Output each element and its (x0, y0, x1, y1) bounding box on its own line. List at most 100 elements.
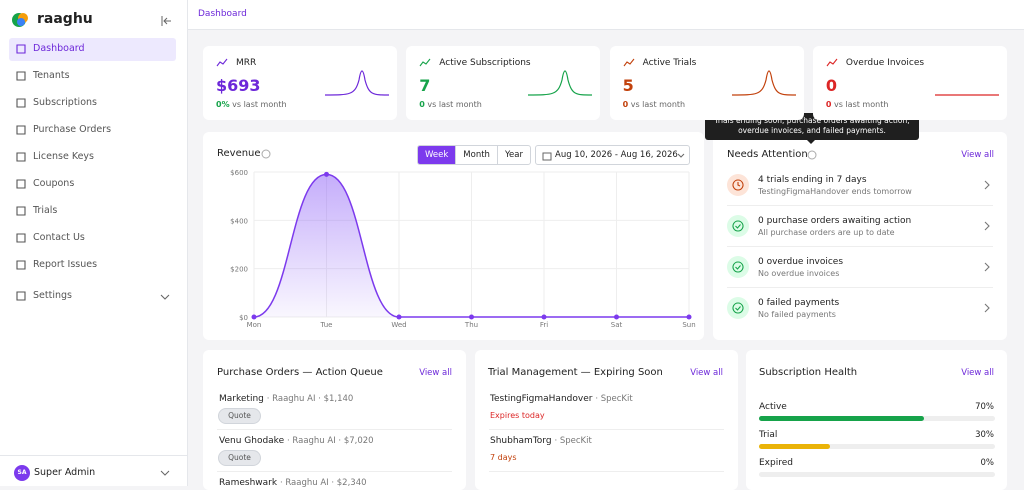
health-name: Expired (759, 458, 793, 468)
date-picker[interactable]: Aug 10, 2026 - Aug 16, 2026 (535, 145, 690, 165)
divider (217, 429, 452, 430)
icon-shape (16, 152, 26, 162)
nav-item[interactable]: Dashboard (9, 38, 176, 61)
y-tick-label: $0 (239, 314, 248, 322)
nav-item[interactable]: Settings (9, 285, 176, 308)
trial-status: Expires today (490, 411, 545, 420)
sparkline-path (528, 70, 593, 96)
icon-shape (623, 58, 635, 67)
chevron (160, 470, 170, 476)
icon-shape (732, 302, 744, 314)
nav-item[interactable]: Coupons (9, 173, 176, 196)
status-icon (727, 215, 749, 237)
action-button[interactable]: Quote (218, 450, 261, 466)
kpi-change-value: 0 (622, 100, 629, 109)
trial-status: 7 days (490, 453, 517, 462)
po-detail: · Raaghu AI · $2,340 (279, 478, 367, 488)
nav-label: License Keys (33, 151, 95, 162)
view-all[interactable]: View all (961, 150, 994, 160)
x-tick-label: Sun (682, 321, 695, 329)
range-button[interactable]: Month (455, 146, 497, 164)
point (324, 171, 329, 177)
nav-item[interactable]: Purchase Orders (9, 119, 176, 142)
kpi-card: Overdue Invoices 0 0 vs last month (812, 46, 1007, 120)
icon-shape (16, 179, 26, 189)
nav-item[interactable]: Subscriptions (9, 92, 176, 115)
nav-item[interactable]: License Keys (9, 146, 176, 169)
trials-card: Trial Management — Expiring Soon View al… (475, 350, 738, 490)
collapse-button[interactable] (160, 15, 172, 27)
nav-item[interactable]: Tenants (9, 65, 176, 88)
kpi-card: Active Subscriptions 7 0 vs last month (406, 46, 601, 120)
icon (16, 233, 26, 243)
health-label: 70% (975, 402, 994, 412)
icon-shape (732, 179, 744, 191)
icon-shape (16, 44, 26, 54)
card-title: Subscription Health (759, 367, 858, 378)
icon-shape (216, 58, 228, 67)
point (686, 314, 692, 320)
x-tick-label: Wed (391, 321, 406, 329)
card-title: Needs Attention (727, 149, 808, 160)
po-row: Venu Ghodake · Raaghu AI · $7,020 (219, 436, 374, 446)
nav-label: Dashboard (33, 43, 85, 54)
divider (217, 471, 452, 472)
range-button[interactable]: Year (496, 146, 530, 164)
area (254, 174, 689, 317)
card-title: Purchase Orders — Action Queue (217, 367, 383, 378)
sidebar: raaghu SA Super Admin Dashboard Tenants Su… (0, 0, 188, 486)
y-tick-label: $600 (230, 169, 248, 177)
action-button[interactable]: Quote (218, 408, 261, 424)
icon (16, 125, 26, 135)
kpi-title: MRR (236, 58, 257, 68)
kpi-change-value: 0 (419, 100, 425, 109)
nav-item[interactable]: Contact Us (9, 227, 176, 250)
icon (826, 58, 838, 67)
divider (727, 246, 993, 247)
date-range: Aug 10, 2026 - Aug 16, 2026 (555, 150, 678, 160)
x-tick-label: Fri (540, 321, 548, 329)
icon (984, 180, 990, 190)
icon-shape (16, 206, 26, 216)
y-tick-label: $200 (230, 266, 248, 274)
breadcrumb[interactable]: Dashboard (198, 9, 247, 19)
point (469, 314, 474, 320)
icon (216, 58, 228, 67)
po-detail: · Raaghu AI · $7,020 (286, 436, 374, 446)
nav-item[interactable]: Report Issues (9, 254, 176, 277)
icon (16, 179, 26, 189)
nav-item[interactable]: Trials (9, 200, 176, 223)
sparkline (934, 94, 999, 96)
icon (623, 58, 635, 67)
nav-label: Coupons (33, 178, 75, 189)
kpi-value: 5 (622, 76, 634, 95)
divider (0, 455, 188, 456)
po-row: Marketing · Raaghu AI · $1,140 (219, 394, 353, 404)
icon-shape (732, 220, 744, 232)
view-all[interactable]: View all (419, 368, 452, 378)
icon (16, 44, 26, 54)
nav-label: Tenants (33, 70, 70, 81)
icon (16, 291, 26, 301)
user-name[interactable]: Super Admin (34, 467, 96, 478)
card-title: Trial Management — Expiring Soon (488, 367, 663, 378)
icon-shape (16, 291, 26, 301)
x-tick-label: Thu (464, 321, 478, 329)
item-subtitle: TestingFigmaHandover ends tomorrow (758, 187, 912, 196)
item-subtitle: All purchase orders are up to date (758, 228, 895, 237)
icon-shape (984, 303, 990, 313)
point (541, 314, 547, 320)
kpi-card: Active Trials 5 0 vs last month (609, 46, 804, 120)
health-name: Active (759, 402, 787, 412)
range-button[interactable]: Week (418, 146, 456, 164)
view-all[interactable]: View all (690, 368, 723, 378)
trial-row: TestingFigmaHandover · SpecKit (490, 394, 633, 404)
attention-card: Needs Attention View all 4 trials ending… (713, 132, 1007, 340)
icon (984, 262, 990, 272)
kpi-value: 7 (419, 76, 431, 95)
tooltip-arrow (806, 139, 816, 144)
view-all[interactable]: View all (961, 368, 994, 378)
icon (984, 221, 990, 231)
x-tick-label: Sat (611, 321, 623, 329)
